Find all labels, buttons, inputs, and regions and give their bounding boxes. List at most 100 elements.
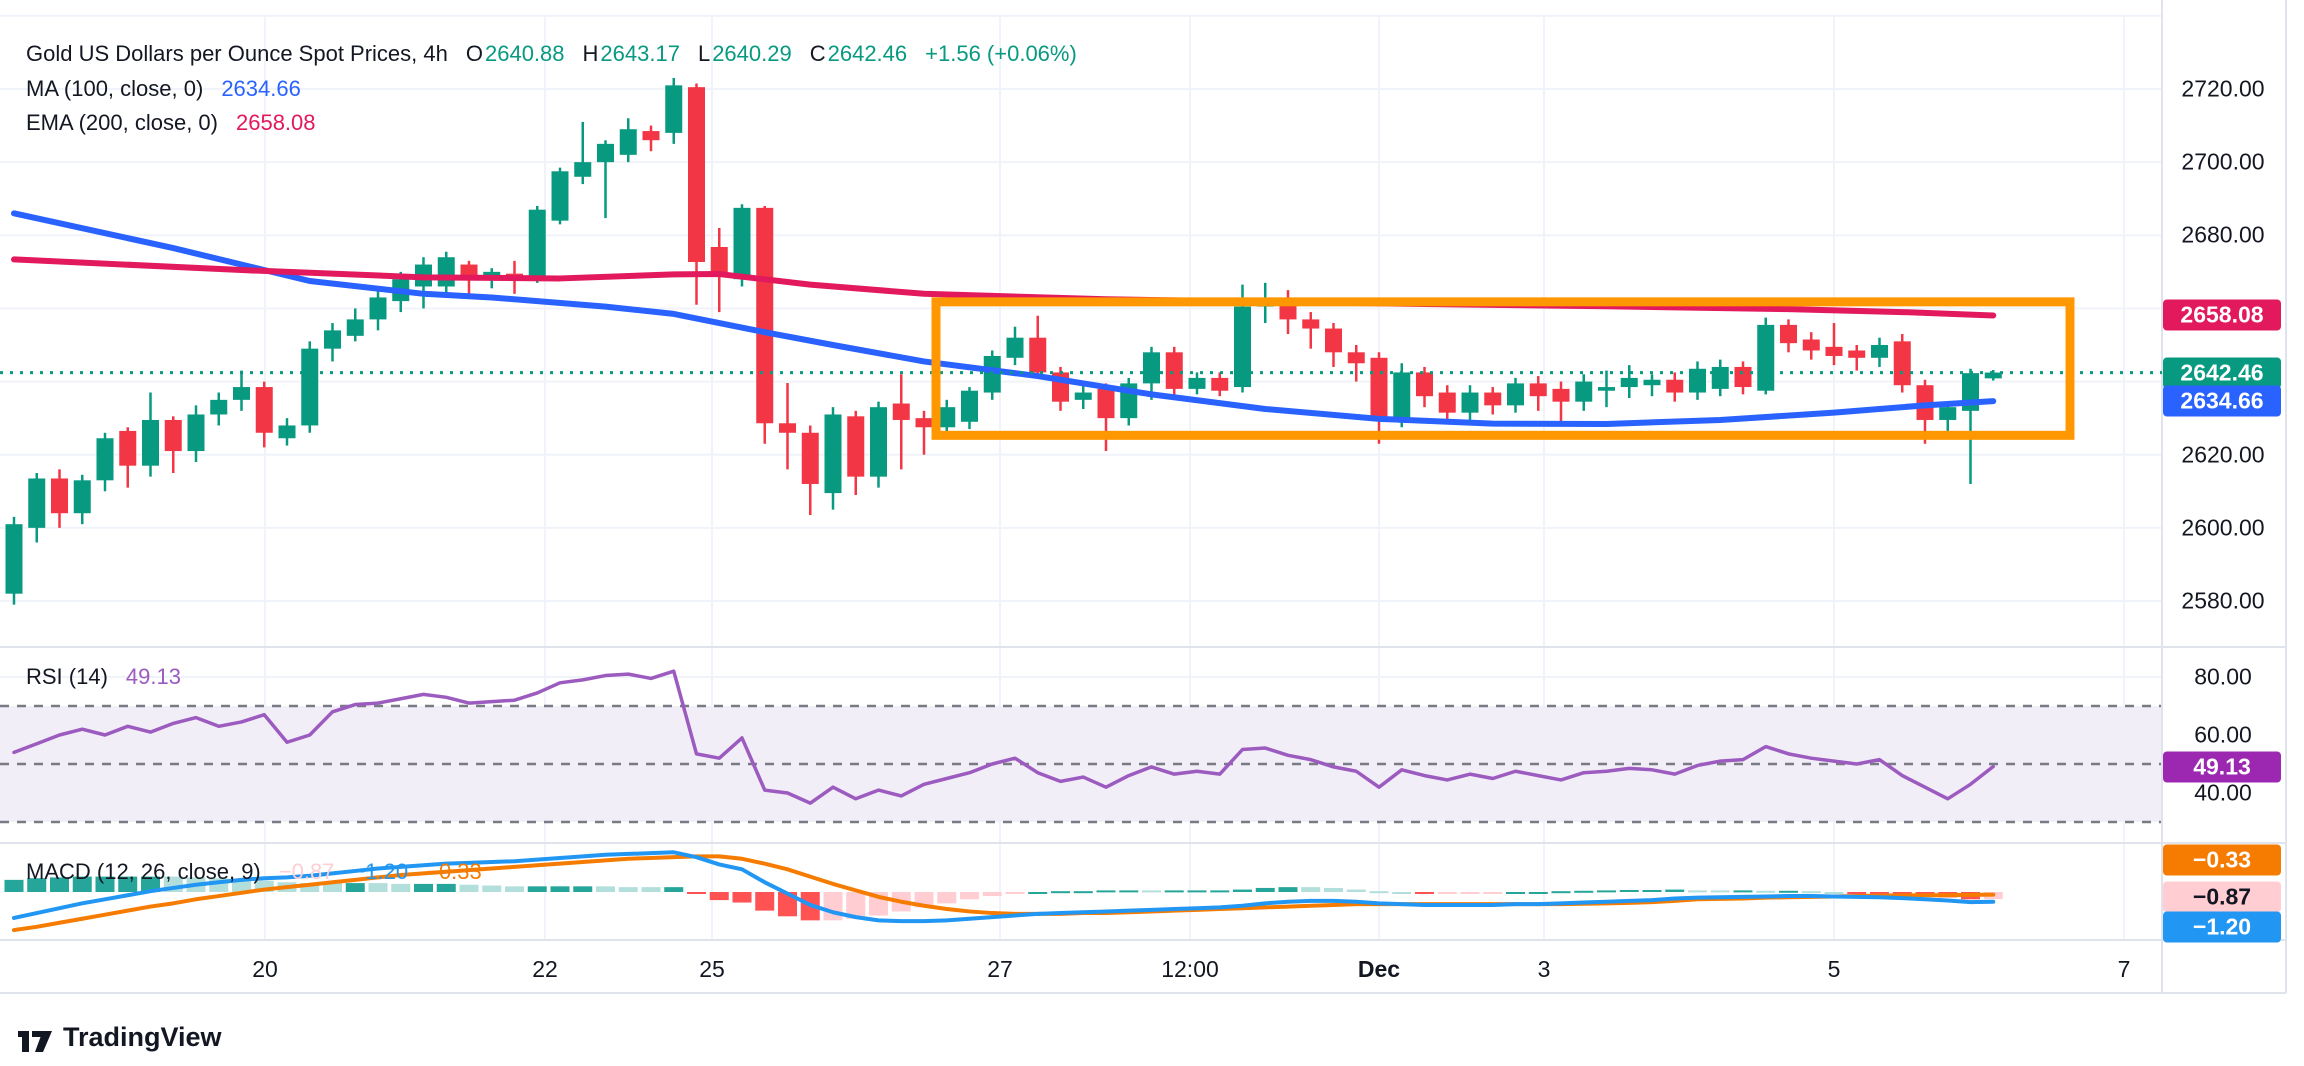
open-value: 2640.88 xyxy=(484,41,565,66)
macd-histogram-bar xyxy=(1688,890,1707,893)
change-value: +1.56 (+0.06%) xyxy=(925,41,1077,66)
macd-histogram-bar xyxy=(300,883,320,892)
candle-body xyxy=(597,143,614,163)
candle-body xyxy=(779,423,796,433)
candle-body xyxy=(1598,387,1615,391)
symbol-title: Gold US Dollars per Ounce Spot Prices, 4… xyxy=(26,41,448,66)
macd-histogram-bar xyxy=(1506,892,1525,894)
time-tick: 22 xyxy=(532,956,558,982)
macd-histogram-bar xyxy=(1710,890,1730,893)
ma100-line xyxy=(11,210,1997,427)
rsi-tick: 40.00 xyxy=(2194,779,2252,806)
macd-histogram-bar xyxy=(323,883,342,892)
candle-body xyxy=(301,348,319,426)
candle-body xyxy=(1188,377,1206,389)
macd-histogram-bar xyxy=(1051,891,1070,894)
close-value: 2642.46 xyxy=(827,41,908,66)
candle-body xyxy=(1529,383,1547,397)
macd-histogram-bar xyxy=(1005,892,1025,894)
candle-body xyxy=(824,414,842,494)
macd-histogram-bar xyxy=(846,892,866,919)
macd-histogram-bar xyxy=(1324,887,1343,892)
ema-value: 2658.08 xyxy=(235,110,316,135)
price-tick: 2580.00 xyxy=(2181,587,2265,614)
macd-histogram-bar xyxy=(823,892,843,921)
candle-body xyxy=(983,355,1001,393)
candle-body xyxy=(1006,337,1024,358)
candle-body xyxy=(164,419,182,452)
ema-legend[interactable]: EMA (200, close, 0) 2658.08 xyxy=(26,109,316,137)
macd-histogram-bar xyxy=(1187,890,1207,893)
candle-body xyxy=(1325,328,1342,353)
candle-body xyxy=(1143,352,1160,384)
symbol-legend[interactable]: Gold US Dollars per Ounce Spot Prices, 4… xyxy=(26,40,1077,68)
candle-body xyxy=(51,478,68,514)
ma-legend[interactable]: MA (100, close, 0) 2634.66 xyxy=(26,75,301,103)
range-box-annotation[interactable] xyxy=(931,297,2075,440)
candle-body xyxy=(278,425,296,439)
candle-body xyxy=(369,297,387,320)
candle-body xyxy=(961,390,978,422)
macd-histogram-bar xyxy=(1483,892,1503,894)
macd-histogram-bar xyxy=(1619,889,1639,892)
candle-body xyxy=(938,407,956,428)
macd-histogram-bar xyxy=(1415,892,1434,894)
candle-body xyxy=(119,430,137,466)
macd-histogram-bar xyxy=(436,883,456,892)
time-tick: 3 xyxy=(1537,956,1551,982)
macd-histogram-bar xyxy=(709,892,729,901)
macd-histogram-bar xyxy=(505,886,524,892)
candle-body xyxy=(710,246,728,277)
ohlc-open: O 2640.88 xyxy=(466,41,565,67)
macd-histogram-bar xyxy=(1779,890,1798,893)
macd-histogram-bar xyxy=(1346,889,1366,892)
rsi-legend[interactable]: RSI (14) 49.13 xyxy=(26,663,181,691)
time-tick: Dec xyxy=(1357,956,1401,982)
tradingview-logo[interactable]: TradingView xyxy=(18,1022,222,1053)
price-tick: 2700.00 xyxy=(2181,148,2265,175)
candle-body xyxy=(346,319,364,336)
macd-badge: −0.87 xyxy=(2163,881,2281,913)
macd-histogram-bar xyxy=(1142,890,1161,893)
candle-body xyxy=(73,480,91,514)
candle-body xyxy=(1552,388,1570,402)
candle-body xyxy=(5,524,23,594)
macd-histogram-bar xyxy=(641,887,661,892)
candle-body xyxy=(1302,319,1320,329)
ma-label: MA (100, close, 0) xyxy=(26,76,204,101)
candle-body xyxy=(1666,379,1684,393)
macd-histogram-bar xyxy=(596,886,615,892)
macd-hist-value: −0.87 xyxy=(278,859,335,884)
price-tick: 2720.00 xyxy=(2181,75,2265,102)
candle-body xyxy=(870,407,887,477)
candle-body xyxy=(733,207,751,280)
macd-signal-value: −0.33 xyxy=(426,859,482,884)
candle-body xyxy=(210,399,228,415)
ema-label: EMA (200, close, 0) xyxy=(26,110,218,135)
macd-badge: −1.20 xyxy=(2163,911,2281,943)
macd-histogram-bar xyxy=(937,892,957,904)
macd-histogram-bar xyxy=(1437,892,1457,894)
candle-body xyxy=(142,419,159,466)
macd-histogram-bar xyxy=(1756,890,1776,893)
macd-histogram-bar xyxy=(1164,890,1184,893)
high-label: H xyxy=(582,41,599,66)
candle-body xyxy=(324,330,341,349)
macd-histogram-bar xyxy=(1096,890,1116,893)
candle-body xyxy=(233,387,250,400)
candle-body xyxy=(1643,379,1661,386)
macd-legend[interactable]: MACD (12, 26, close, 9) −0.87 −1.20 −0.3… xyxy=(26,858,482,886)
macd-histogram-bar xyxy=(1892,892,1912,895)
price-tick: 2620.00 xyxy=(2181,441,2265,468)
candle-body xyxy=(187,414,205,452)
macd-histogram-bar xyxy=(254,880,274,892)
candle-body xyxy=(1393,372,1411,420)
candle-body xyxy=(1416,372,1433,397)
macd-histogram-bar xyxy=(1255,887,1275,892)
macd-histogram-bar xyxy=(1301,887,1321,892)
candle-body xyxy=(1461,392,1479,413)
candle-body xyxy=(915,418,933,428)
macd-histogram-bar xyxy=(27,878,47,892)
time-tick: 7 xyxy=(2117,956,2131,982)
